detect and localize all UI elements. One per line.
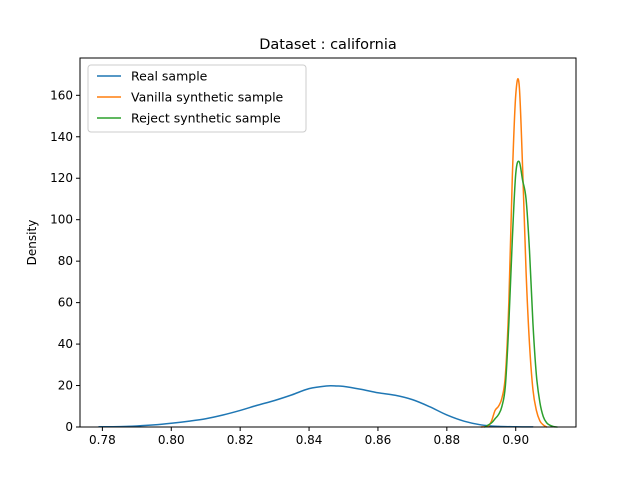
legend: Real sample Vanilla synthetic sample Rej… [87,64,307,133]
y-tick-label: 120 [50,171,73,185]
x-tick-label: 0.78 [89,433,116,447]
x-tick-label: 0.80 [158,433,185,447]
x-tick-label: 0.88 [433,433,460,447]
y-tick-label: 100 [50,213,73,227]
y-tick-label: 20 [58,379,73,393]
y-axis: 0 20 40 60 80 100 120 140 160 [50,88,80,434]
y-axis-label: Density [25,220,39,266]
x-tick-label: 0.82 [227,433,254,447]
series-line-vanilla-synthetic-sample [480,78,548,428]
series-line-real-sample [98,384,534,428]
y-tick-label: 60 [58,296,73,310]
legend-label-reject-synthetic-sample: Reject synthetic sample [131,111,281,126]
y-tick-label: 160 [50,88,73,102]
y-tick-label: 80 [58,254,73,268]
legend-label-real-sample: Real sample [131,69,208,84]
y-tick-label: 0 [65,420,73,434]
plot-frame [79,57,577,428]
y-tick-label: 40 [58,337,73,351]
chart-title: Dataset : california [259,37,397,53]
legend-box [87,64,307,133]
x-tick-label: 0.84 [296,433,323,447]
legend-label-vanilla-synthetic-sample: Vanilla synthetic sample [131,90,284,105]
plot-lines [98,78,558,428]
x-axis: 0.78 0.80 0.82 0.84 0.86 0.88 0.90 [89,427,529,447]
x-tick-label: 0.90 [502,433,529,447]
x-tick-label: 0.86 [365,433,392,447]
y-tick-label: 140 [50,130,73,144]
series-line-reject-synthetic-sample [483,160,558,428]
